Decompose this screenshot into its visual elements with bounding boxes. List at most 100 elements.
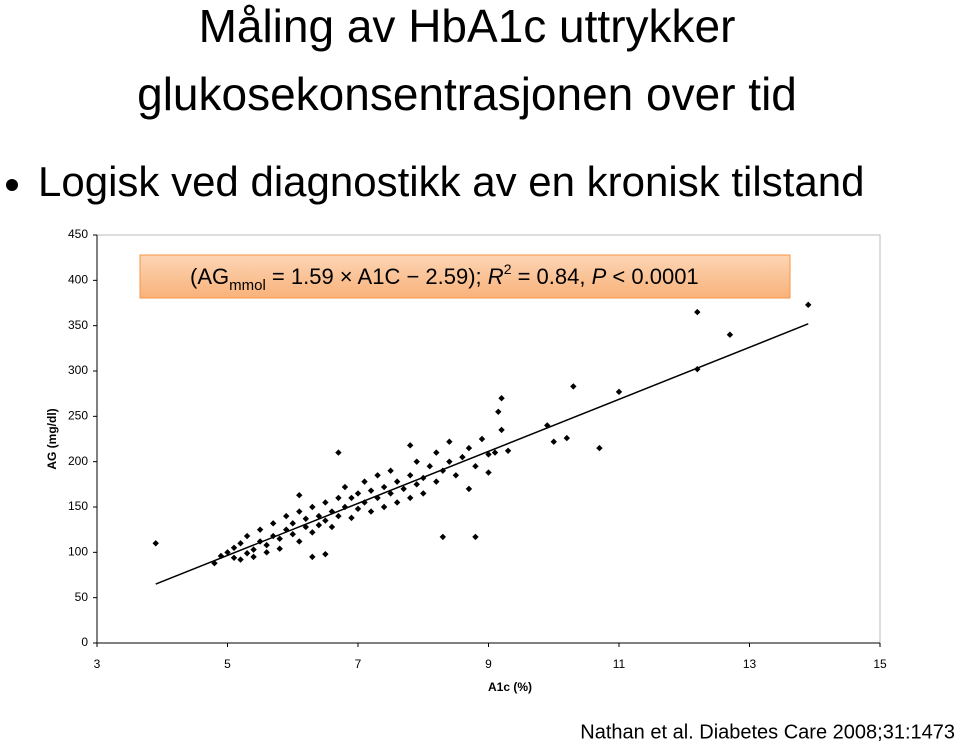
point (237, 556, 244, 563)
y-tick-label: 150 (68, 499, 88, 513)
point (217, 552, 225, 560)
point (472, 533, 479, 541)
annotation-part: < 0.0001 (606, 264, 698, 289)
point (472, 463, 479, 470)
point (367, 508, 375, 515)
point (302, 523, 309, 531)
point (256, 538, 264, 545)
point (335, 512, 342, 520)
point (367, 487, 375, 494)
point (439, 467, 447, 474)
point (491, 449, 499, 456)
point (407, 494, 414, 502)
y-tick-label: 250 (68, 409, 88, 423)
point (433, 478, 440, 485)
point (335, 494, 342, 502)
point (413, 458, 420, 465)
y-tick-label: 350 (68, 318, 88, 332)
point (544, 422, 551, 429)
point (328, 508, 336, 515)
point (250, 546, 257, 553)
bullet-text: Logisk ved diagnostikk av en kronisk til… (38, 158, 864, 205)
point (348, 494, 355, 502)
point (726, 331, 734, 338)
x-tick-label: 7 (355, 657, 362, 671)
point (256, 526, 264, 533)
point (276, 535, 283, 542)
point (328, 523, 336, 531)
point (243, 550, 251, 557)
point (478, 435, 486, 443)
point (374, 472, 381, 479)
point (498, 395, 505, 402)
y-tick-label: 400 (68, 273, 88, 287)
point (361, 478, 368, 485)
point (570, 383, 577, 390)
point (341, 503, 349, 511)
point (459, 453, 466, 461)
y-tick-label: 100 (68, 545, 88, 559)
annotation: (AGmmol = 1.59 × A1C − 2.59); R2 = 0.84,… (190, 261, 699, 294)
point (452, 472, 460, 479)
x-tick-label: 3 (94, 657, 101, 671)
point (550, 438, 557, 445)
point (335, 449, 342, 456)
point (289, 520, 296, 527)
point (504, 447, 512, 454)
point (413, 481, 420, 488)
point (563, 434, 570, 442)
annotation-part: P (592, 264, 607, 289)
point (289, 531, 296, 538)
point (387, 490, 394, 497)
point (354, 505, 362, 513)
point (263, 541, 270, 549)
point (348, 514, 355, 522)
point (296, 492, 303, 499)
point (250, 553, 257, 561)
point (694, 308, 701, 316)
point (495, 408, 502, 415)
y-tick-label: 0 (81, 635, 88, 649)
annotation-part: 2 (504, 261, 512, 277)
x-axis-label: A1c (%) (488, 680, 532, 694)
point (263, 549, 270, 556)
point (433, 449, 440, 456)
point (309, 553, 316, 561)
point (322, 550, 329, 558)
point (296, 508, 303, 515)
point (354, 490, 362, 497)
annotation-part: mmol (229, 277, 266, 294)
annotation-part: = 1.59 × A1C − 2.59); (266, 264, 488, 289)
trendline (155, 323, 809, 585)
point (315, 512, 323, 520)
point (230, 544, 238, 551)
point (309, 529, 316, 536)
point (426, 463, 433, 470)
x-tick-label: 15 (873, 657, 887, 671)
point (485, 451, 492, 458)
point (446, 438, 453, 445)
point (309, 503, 316, 511)
point (322, 517, 329, 524)
point (465, 444, 473, 452)
y-tick-label: 50 (75, 590, 89, 604)
point (387, 467, 394, 474)
point (393, 478, 401, 485)
slide-title: Måling av HbA1c uttrykker (199, 0, 736, 52)
point (400, 485, 407, 493)
citation: Nathan et al. Diabetes Care 2008;31:1473 (580, 721, 955, 743)
x-tick-label: 11 (613, 657, 626, 671)
point (446, 458, 453, 465)
point (283, 526, 290, 533)
point (420, 474, 427, 482)
point (341, 483, 349, 491)
slide-title: glukosekonsentrasjonen over tid (137, 68, 797, 120)
point (230, 554, 238, 561)
point (407, 442, 414, 449)
annotation-part: = 0.84, (511, 264, 591, 289)
annotation-part: R (488, 264, 504, 289)
point (380, 503, 388, 511)
point (439, 533, 447, 541)
